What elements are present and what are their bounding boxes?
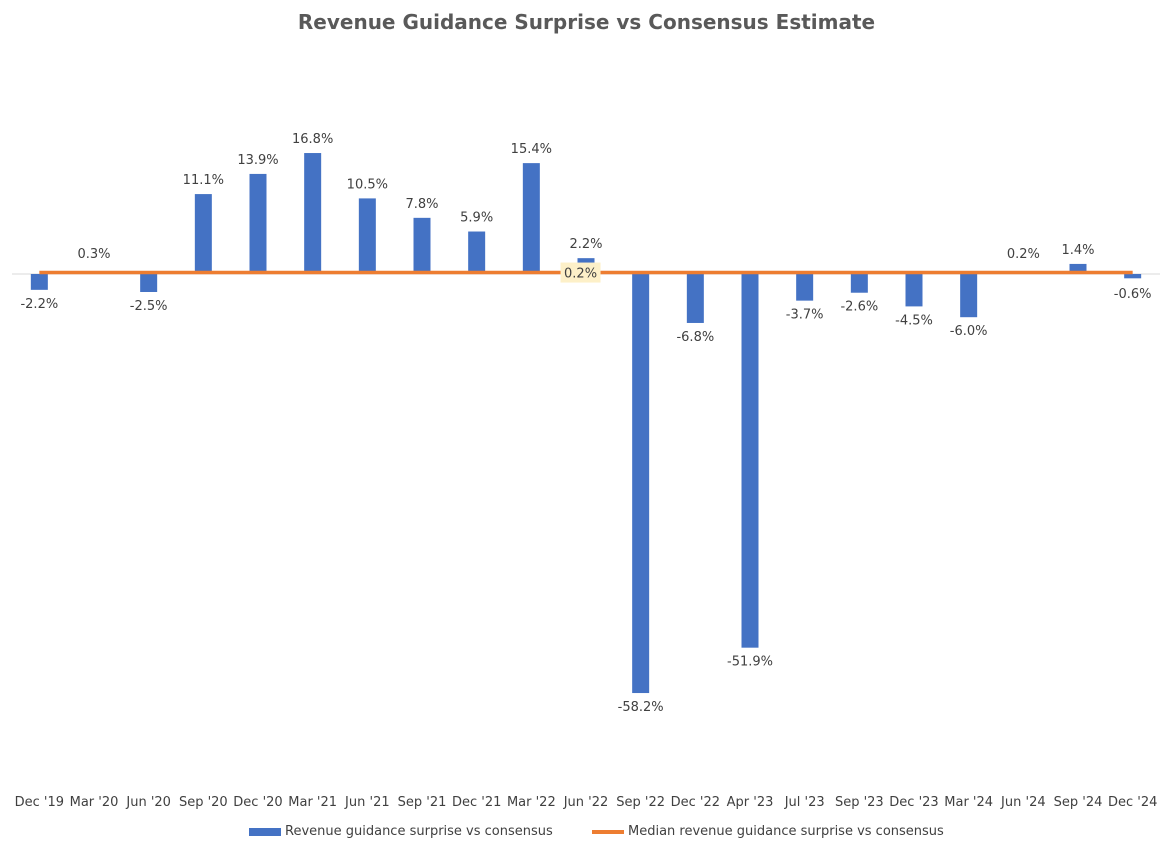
data-label: 1.4% (1061, 243, 1094, 258)
data-label: 10.5% (347, 177, 388, 192)
data-label: -0.6% (1114, 287, 1152, 302)
bar (30, 274, 48, 290)
data-label: 5.9% (460, 211, 493, 226)
data-label: 15.4% (511, 142, 552, 157)
data-label: 16.8% (292, 132, 333, 147)
x-tick-label: Sep '21 (398, 795, 447, 810)
bar (194, 194, 212, 274)
x-tick-label: Mar '20 (70, 795, 119, 810)
x-tick-label: Sep '22 (616, 795, 665, 810)
data-label: -51.9% (727, 655, 773, 670)
legend-label-bar: Revenue guidance surprise vs consensus (285, 824, 553, 839)
x-tick-label: Mar '24 (944, 795, 993, 810)
x-tick-label: Dec '20 (233, 795, 282, 810)
x-tick-label: Mar '21 (288, 795, 337, 810)
bar (905, 274, 923, 307)
data-label: -2.2% (20, 297, 58, 312)
bar (304, 153, 322, 274)
bar (850, 274, 868, 293)
x-tick-label: Dec '22 (671, 795, 720, 810)
legend-item-line: Median revenue guidance surprise vs cons… (592, 824, 944, 839)
data-label: -6.8% (676, 330, 714, 345)
legend-swatch-bar (249, 827, 281, 836)
median-label-box (560, 262, 601, 283)
bar (358, 198, 376, 274)
data-label: 0.3% (77, 247, 110, 262)
legend-swatch-line (592, 829, 624, 834)
chart-plot: -2.2% 0.3% -2.5% 11.1% 13.9% 16.8% 10.5% 7.8% 5.… (12, 132, 1160, 810)
data-label: 2.2% (569, 237, 602, 252)
bar (249, 173, 267, 274)
data-label: -2.5% (130, 299, 168, 314)
x-tick-label: Jun '20 (125, 795, 171, 810)
x-tick-label: Dec '19 (15, 795, 64, 810)
x-tick-label: Sep '24 (1054, 795, 1103, 810)
data-label: -58.2% (618, 700, 664, 715)
x-tick-label: Jun '21 (344, 795, 390, 810)
data-label: -6.0% (950, 324, 988, 339)
x-tick-label: Apr '23 (727, 795, 774, 810)
bar (1124, 274, 1142, 279)
bar (741, 274, 759, 648)
bar (140, 274, 158, 292)
data-label: 13.9% (237, 153, 278, 168)
bar (468, 231, 486, 274)
chart-title: Revenue Guidance Surprise vs Consensus E… (297, 10, 876, 34)
data-label: 7.8% (405, 197, 438, 212)
x-tick-label: Sep '23 (835, 795, 884, 810)
bar (522, 163, 540, 274)
data-label: 0.2% (1007, 247, 1040, 262)
data-label: -2.6% (840, 300, 878, 315)
data-label: 11.1% (183, 173, 224, 188)
bar (413, 217, 431, 274)
legend-label-line: Median revenue guidance surprise vs cons… (628, 824, 944, 839)
x-tick-label: Dec '21 (452, 795, 501, 810)
x-tick-label: Jun '22 (563, 795, 609, 810)
x-tick-label: Mar '22 (507, 795, 556, 810)
x-tick-label: Jul '23 (784, 795, 825, 810)
bar (1069, 263, 1087, 274)
x-tick-label: Sep '20 (179, 795, 228, 810)
x-tick-label: Dec '24 (1108, 795, 1157, 810)
bar (796, 274, 814, 301)
bar (960, 274, 978, 318)
median-data-label: 0.2% (564, 267, 597, 282)
x-tick-label: Dec '23 (889, 795, 938, 810)
legend-item-bar: Revenue guidance surprise vs consensus (249, 824, 553, 839)
bar (686, 274, 704, 323)
data-label: -4.5% (895, 313, 933, 328)
legend: Revenue guidance surprise vs consensus M… (0, 824, 1173, 844)
x-tick-label: Jun '24 (1000, 795, 1046, 810)
data-label: -3.7% (786, 308, 824, 323)
bar (632, 274, 650, 694)
